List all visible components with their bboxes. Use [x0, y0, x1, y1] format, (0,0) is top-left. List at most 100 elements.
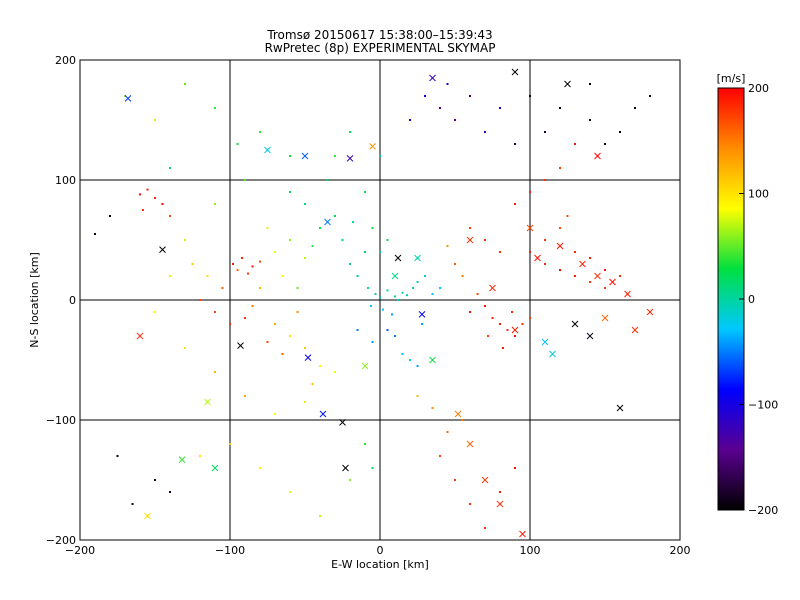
data-point-cross [564, 80, 571, 88]
data-point-plus [334, 371, 336, 373]
colorbar-tick-label: 200 [748, 82, 769, 95]
data-point-plus [559, 107, 561, 109]
data-point-plus [454, 479, 456, 481]
data-point-plus [454, 119, 456, 121]
data-point-plus [619, 275, 621, 277]
y-tick-label: 100 [55, 174, 76, 187]
data-point-cross [346, 155, 354, 162]
colorbar-tick-label: −200 [748, 504, 778, 517]
y-tick-label: 0 [69, 294, 76, 307]
data-point-plus [349, 479, 351, 481]
data-point-plus [191, 263, 194, 265]
data-point-cross [339, 419, 346, 426]
data-point-plus [499, 491, 501, 493]
data-point-plus [506, 329, 509, 331]
data-point-plus [559, 269, 561, 271]
data-point-plus [461, 275, 464, 277]
data-point-plus [544, 239, 546, 241]
data-point-cross [342, 464, 349, 472]
data-point-plus [491, 317, 494, 319]
data-point-plus [574, 143, 576, 145]
data-point-plus [469, 503, 471, 505]
data-point-plus [289, 335, 291, 337]
data-point-cross [319, 410, 327, 418]
data-point-plus [94, 233, 96, 235]
data-point-plus [416, 365, 419, 367]
data-point-plus [311, 245, 314, 247]
data-point-plus [184, 347, 186, 349]
x-axis-label: E-W location [km] [331, 558, 429, 571]
data-point-plus [484, 131, 486, 133]
data-point-plus [266, 341, 269, 343]
data-point-cross [136, 332, 144, 340]
data-point-plus [266, 227, 269, 229]
data-point-plus [281, 353, 284, 355]
data-point-plus [431, 407, 434, 409]
data-point-plus [236, 143, 239, 145]
data-point-plus [454, 263, 456, 265]
data-point-cross [594, 152, 601, 160]
data-point-plus [379, 251, 381, 253]
data-point-plus [461, 419, 464, 421]
data-point-plus [232, 263, 234, 265]
data-point-cross [454, 410, 462, 418]
data-point-cross [178, 456, 186, 463]
data-point-cross [124, 95, 132, 102]
data-point-plus [341, 239, 344, 241]
data-point-plus [274, 251, 276, 253]
data-point-plus [259, 467, 261, 469]
data-point-plus [589, 83, 591, 85]
colorbar-label: [m/s] [717, 72, 746, 85]
data-point-plus [244, 317, 246, 319]
data-point-plus [421, 323, 423, 325]
data-point-plus [416, 281, 419, 283]
data-point-plus [169, 215, 171, 217]
data-point-plus [374, 293, 377, 295]
data-point-plus [229, 323, 231, 325]
data-point-plus [352, 221, 354, 223]
data-point-plus [424, 95, 426, 97]
data-point-plus [431, 293, 434, 295]
y-tick-label: −200 [46, 534, 76, 547]
data-point-plus [349, 263, 351, 265]
data-point-cross [496, 500, 504, 508]
data-point-plus [634, 107, 636, 109]
data-point-plus [169, 167, 171, 169]
data-point-plus [514, 335, 516, 337]
data-point-plus [484, 239, 486, 241]
data-point-plus [371, 467, 374, 469]
data-point-plus [319, 515, 321, 517]
data-point-plus [199, 299, 201, 301]
data-point-cross [264, 146, 271, 154]
data-point-plus [476, 293, 479, 295]
data-point-plus [589, 281, 591, 283]
data-point-plus [386, 289, 389, 292]
data-point-plus [499, 323, 501, 325]
data-point-plus [391, 313, 393, 316]
data-point-plus [304, 203, 306, 205]
data-point-cross [519, 530, 526, 538]
data-point-cross [466, 440, 474, 448]
data-point-plus [131, 503, 134, 505]
data-point-plus [364, 443, 366, 445]
data-point-cross [556, 242, 564, 250]
data-point-plus [469, 95, 471, 97]
data-point-plus [169, 275, 171, 277]
data-point-plus [154, 311, 156, 313]
data-point-cross [609, 278, 616, 286]
data-point-plus [382, 308, 384, 311]
data-point-plus [367, 287, 369, 289]
data-point-cross [301, 152, 309, 160]
data-point-plus [514, 203, 516, 205]
data-point-plus [371, 341, 374, 343]
data-point-plus [409, 119, 411, 121]
data-point-plus [169, 491, 171, 493]
data-point-plus [544, 131, 546, 133]
data-point-cross [237, 342, 244, 349]
data-point-cross [159, 246, 166, 253]
data-point-cross [646, 308, 654, 316]
data-point-plus [304, 347, 306, 349]
data-point-plus [589, 257, 591, 259]
data-point-cross [594, 272, 601, 280]
data-point-plus [529, 317, 531, 319]
